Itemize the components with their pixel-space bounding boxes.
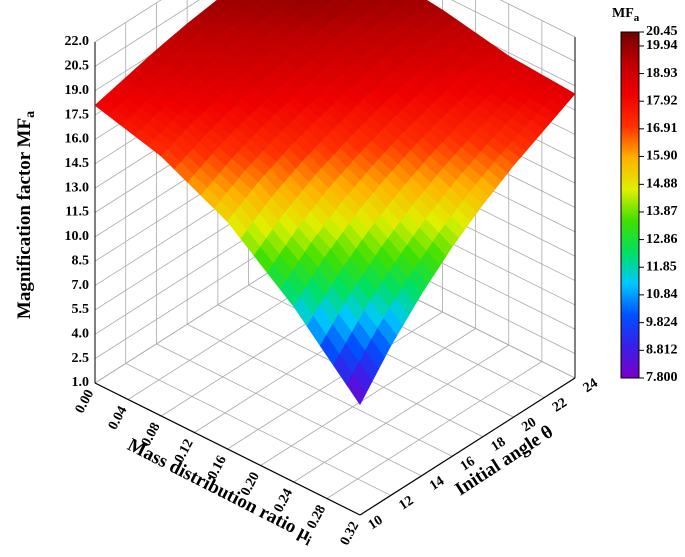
grid-line [294,345,509,482]
z-tick-label: 1.0 [72,375,90,390]
y-tick-label: 24 [581,376,601,396]
colorbar-tick-label: 15.90 [646,149,678,164]
colorbar [621,32,639,378]
colorbar-title-sub: a [634,12,640,24]
x-tick-label: 0.00 [73,387,98,416]
colorbar-tick-label: 14.88 [646,177,678,192]
z-tick-label: 14.5 [65,156,90,171]
y-tick-label: 14 [427,474,447,494]
colorbar-tick-label: 11.85 [646,259,677,274]
y-tick-label: 10 [366,513,386,533]
colorbar-tick-label: 9.824 [646,315,678,330]
colorbar-tick-label: 7.800 [646,370,678,385]
colorbar-tick-label: 13.87 [646,204,678,219]
z-tick-label: 13.0 [65,180,90,195]
colorbar-tick-label: 16.91 [646,121,678,136]
colorbar-tick-label: 17.92 [646,93,678,108]
colorbar-tick-label: 10.84 [646,287,678,302]
z-tick-label: 19.0 [65,83,90,98]
z-tick-label: 20.5 [65,59,90,74]
z-tick-label: 8.5 [72,253,90,268]
z-tick-label: 5.5 [72,302,90,317]
z-axis-title-sub: a [23,111,38,118]
z-tick-label: 22.0 [65,34,90,49]
z-tick-label: 2.5 [72,351,90,366]
z-tick-label: 11.5 [65,205,89,220]
colorbar-tick-label: 8.812 [646,343,678,358]
z-tick-label: 7.0 [72,278,90,293]
colorbar-title-text: MF [612,6,634,21]
y-tick-label: 22 [550,395,570,415]
y-tick-label: 12 [396,493,416,513]
z-tick-label: 10.0 [65,229,90,244]
colorbar-tick-label: 19.94 [646,38,678,53]
colorbar-tick-label: 18.93 [646,66,678,81]
z-tick-label: 17.5 [65,107,90,122]
z-axis-title: Magnification factor MFa [14,111,38,319]
x-tick-label: 0.32 [338,519,363,548]
z-tick-label: 4.0 [72,327,90,342]
colorbar-tick-label: 12.86 [646,232,678,247]
colorbar-tick-label: 20.45 [646,24,678,39]
z-tick-label: 16.0 [65,132,90,147]
colorbar-title: MFa [612,6,640,23]
z-axis-title-text: Magnification factor MF [14,118,35,319]
x-tick-label: 0.04 [106,404,131,433]
